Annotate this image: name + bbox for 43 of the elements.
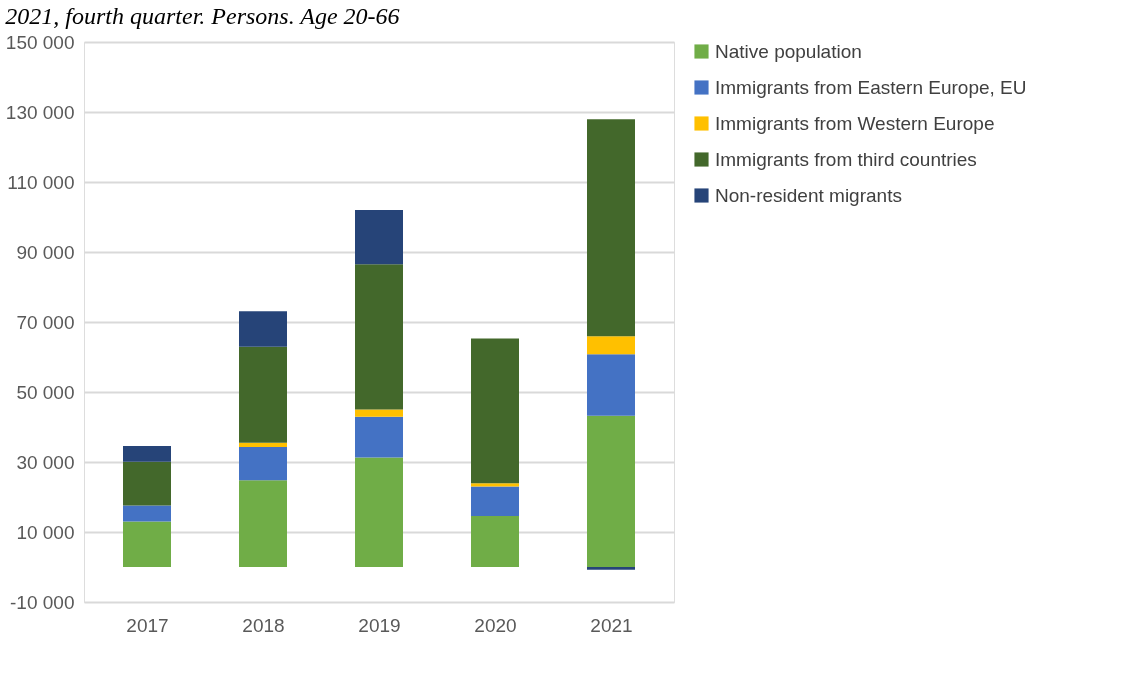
bar bbox=[587, 354, 635, 416]
bar bbox=[355, 416, 403, 458]
y-tick-label: 70 000 bbox=[16, 311, 75, 333]
y-tick-label: 110 000 bbox=[7, 171, 75, 193]
bar bbox=[471, 483, 519, 487]
y-tick-label: 10 000 bbox=[16, 521, 75, 543]
legend-label: Non-resident migrants bbox=[715, 184, 902, 206]
y-tick-label: 90 000 bbox=[16, 241, 75, 263]
bar bbox=[587, 415, 635, 567]
x-tick-label: 2021 bbox=[590, 614, 633, 636]
bar bbox=[355, 264, 403, 410]
bar bbox=[239, 480, 287, 567]
bar bbox=[123, 445, 171, 462]
bar bbox=[239, 311, 287, 347]
bar bbox=[471, 486, 519, 516]
x-tick-label: 2017 bbox=[126, 614, 169, 636]
bar bbox=[239, 346, 287, 443]
bar bbox=[587, 567, 635, 570]
bar bbox=[123, 461, 171, 506]
chart-title: 2021, fourth quarter. Persons. Age 20-66 bbox=[5, 3, 400, 29]
bar bbox=[355, 210, 403, 265]
bar bbox=[123, 521, 171, 567]
legend-label: Immigrants from Western Europe bbox=[715, 112, 995, 134]
legend-label: Immigrants from Eastern Europe, EU bbox=[715, 76, 1027, 98]
legend-label: Native population bbox=[715, 40, 862, 62]
legend-label: Immigrants from third countries bbox=[715, 148, 977, 170]
bar bbox=[587, 336, 635, 355]
bar bbox=[355, 409, 403, 417]
bar bbox=[239, 446, 287, 481]
bar bbox=[123, 505, 171, 522]
y-tick-label: -10 000 bbox=[10, 591, 75, 613]
bar bbox=[355, 457, 403, 567]
y-tick-label: 150 000 bbox=[5, 31, 75, 53]
y-tick-label: 130 000 bbox=[5, 101, 75, 123]
x-tick-label: 2020 bbox=[474, 614, 517, 636]
bar bbox=[471, 338, 519, 484]
x-tick-label: 2019 bbox=[358, 614, 401, 636]
bar bbox=[587, 119, 635, 337]
bar bbox=[239, 442, 287, 447]
y-tick-label: 50 000 bbox=[16, 381, 75, 403]
x-tick-label: 2018 bbox=[242, 614, 285, 636]
y-tick-label: 30 000 bbox=[16, 451, 75, 473]
bar bbox=[471, 515, 519, 567]
